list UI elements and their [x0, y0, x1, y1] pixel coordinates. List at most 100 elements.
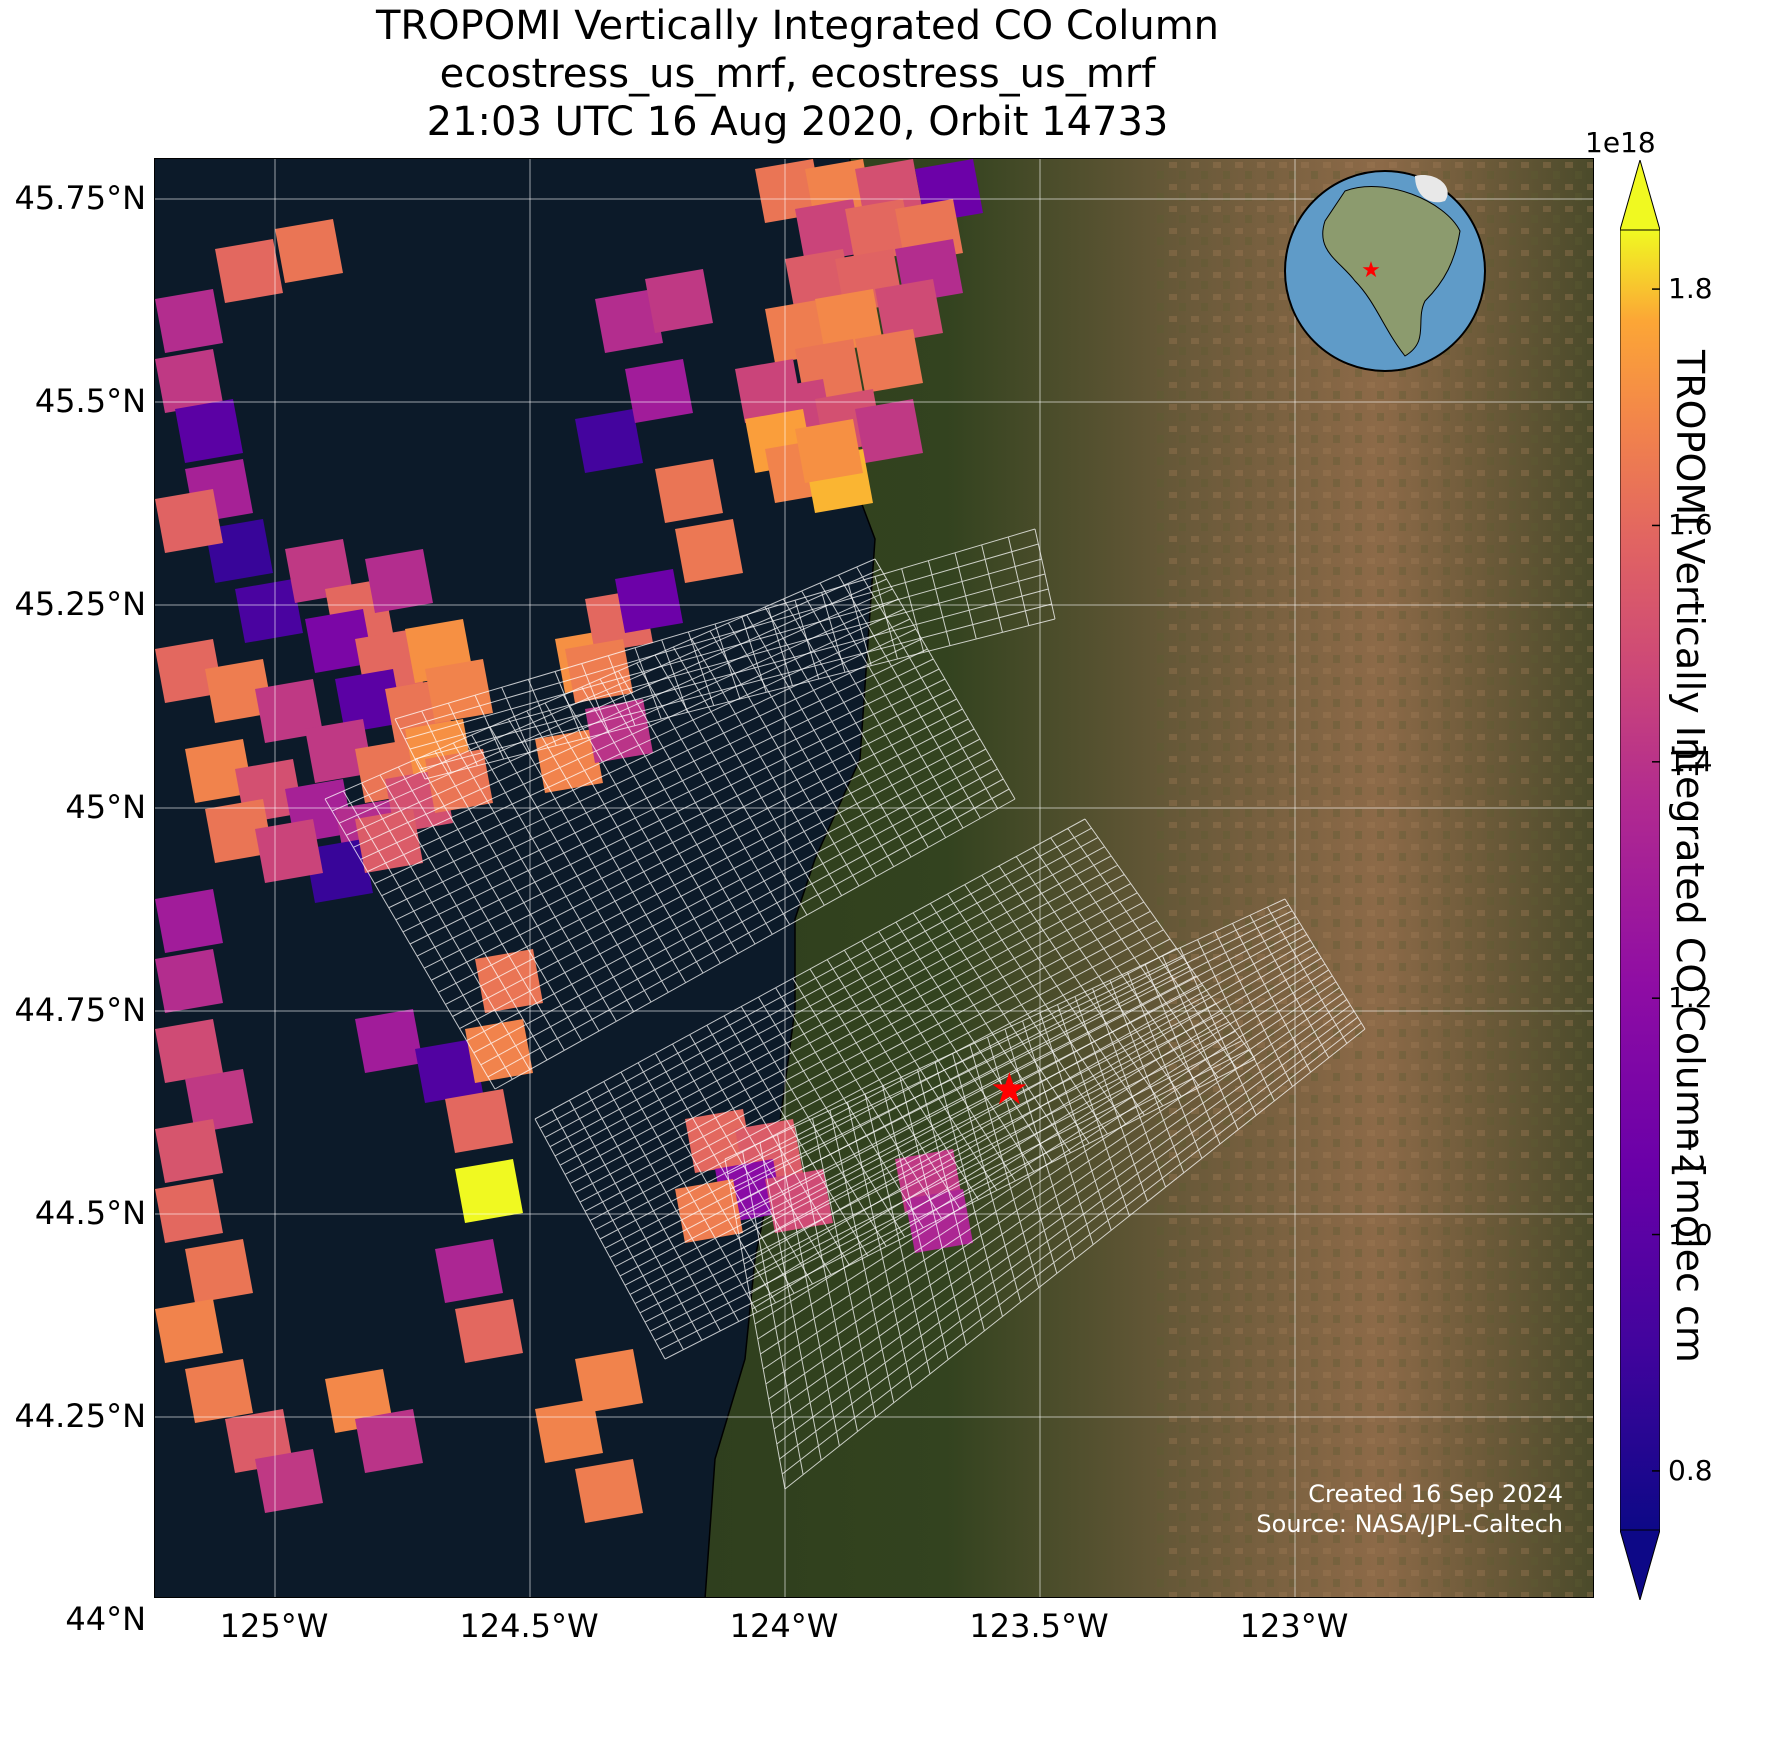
tropomi-pixel [255, 1449, 323, 1513]
tropomi-pixel [795, 419, 863, 483]
globe-land [1322, 186, 1461, 357]
tropomi-pixel [155, 949, 223, 1013]
colorbar-tick-label: 1.2 [1668, 981, 1713, 1015]
ecostress-footprint-grid [324, 528, 1366, 1490]
tropomi-pixel [185, 1359, 253, 1423]
tropomi-pixel [365, 549, 433, 613]
tropomi-pixel [155, 1119, 223, 1183]
colorbar-tick-label: 1.6 [1668, 508, 1713, 542]
tropomi-pixel [305, 839, 373, 903]
lon-tick-label: 124°W [729, 1607, 839, 1645]
tropomi-pixel [215, 239, 283, 303]
target-star-marker: ★ [990, 1064, 1029, 1115]
tropomi-pixel [205, 799, 273, 863]
tropomi-pixel [255, 679, 323, 743]
map-title-line2: ecostress_us_mrf, ecostress_us_mrf [439, 51, 1156, 97]
tropomi-pixel [455, 1159, 523, 1223]
tropomi-pixel [205, 659, 273, 723]
lon-tick-label: 124.5°W [459, 1607, 599, 1645]
locator-globe-inset: ★ [1284, 170, 1486, 372]
colorbar-tick-label: 0.8 [1668, 1453, 1713, 1487]
valley-fields [1155, 159, 1593, 1597]
graticule [155, 159, 1593, 1597]
tropomi-pixel [285, 539, 353, 603]
tropomi-pixel [155, 289, 223, 353]
colorbar-gradient [1620, 229, 1660, 1531]
tropomi-pixel [235, 579, 303, 643]
tropomi-pixel [675, 1179, 743, 1243]
tropomi-pixel [575, 1349, 643, 1413]
tropomi-pixel [815, 289, 883, 353]
tropomi-pixel [535, 1399, 603, 1463]
tropomi-pixel [455, 1299, 523, 1363]
lat-tick-label: 45.75°N [14, 179, 146, 217]
tropomi-pixel [755, 159, 823, 223]
colorbar-exponent: 1e18 [1585, 126, 1656, 159]
map-canvas: ★ ★ [155, 159, 1593, 1597]
tropomi-pixel [355, 1009, 423, 1073]
tropomi-pixel [425, 749, 493, 813]
tropomi-pixel [185, 1069, 253, 1133]
lat-tick-label: 44.75°N [14, 991, 146, 1029]
lat-tick-label: 44.25°N [14, 1397, 146, 1435]
tropomi-pixel [155, 889, 223, 953]
colorbar-extend-top [1620, 160, 1660, 231]
tropomi-pixel [335, 669, 403, 733]
ecostress-swath-mesh [394, 528, 1056, 780]
colorbar-label-end: ] [1668, 742, 1712, 758]
ecostress-swath-mesh [324, 558, 1016, 1090]
tropomi-pixel [855, 399, 923, 463]
tropomi-pixel [595, 289, 663, 353]
globe-marker: ★ [1361, 258, 1381, 283]
tropomi-pixel [155, 489, 223, 553]
lat-tick-label: 45.25°N [14, 585, 146, 623]
tropomi-pixel [855, 329, 923, 393]
lat-tick-label: 44°N [65, 1600, 146, 1638]
tropomi-pixel [175, 399, 243, 463]
ecostress-swath-mesh [724, 898, 1366, 1490]
tropomi-pixel [155, 349, 223, 413]
lat-tick-label: 45.5°N [34, 382, 146, 420]
tropomi-pixel [185, 1239, 253, 1303]
colorbar-tick-label: 1.4 [1668, 744, 1713, 778]
globe-greenland [1415, 175, 1448, 203]
tropomi-pixel [655, 459, 723, 523]
colorbar [1620, 160, 1660, 1600]
tropomi-pixel [435, 1239, 503, 1303]
tropomi-pixel [675, 519, 743, 583]
tropomi-pixel [875, 279, 943, 343]
lon-tick-label: 123.5°W [969, 1607, 1109, 1645]
tropomi-pixel [155, 1019, 223, 1083]
tropomi-pixels [155, 159, 983, 1523]
created-credit: Created 16 Sep 2024 [1308, 1480, 1563, 1508]
tropomi-pixel [575, 1459, 643, 1523]
tropomi-pixel [845, 199, 913, 263]
tropomi-pixel [155, 1179, 223, 1243]
tropomi-pixel [155, 1299, 223, 1363]
colorbar-tick-label: 1.0 [1668, 1217, 1713, 1251]
tropomi-pixel [305, 719, 373, 783]
tropomi-pixel [645, 269, 713, 333]
tropomi-pixel [535, 729, 603, 793]
map-title-line1: TROPOMI Vertically Integrated CO Column [375, 3, 1220, 49]
tropomi-pixel [615, 569, 683, 633]
tropomi-pixel [445, 1089, 513, 1153]
tropomi-pixel [415, 1039, 483, 1103]
tropomi-pixel [305, 609, 373, 673]
lat-tick-label: 44.5°N [34, 1194, 146, 1232]
tropomi-pixel [255, 819, 323, 883]
tropomi-pixel [155, 639, 223, 703]
tropomi-pixel [905, 1189, 973, 1253]
tropomi-pixel [185, 739, 253, 803]
tropomi-pixel [355, 1409, 423, 1473]
tropomi-pixel [735, 359, 803, 423]
tropomi-pixel [795, 199, 863, 263]
tropomi-pixel [355, 809, 423, 873]
map-panel[interactable]: ★ ★ Created 16 Sep 2024 Source: NASA/JPL… [154, 158, 1594, 1598]
lat-tick-label: 45°N [65, 788, 146, 826]
tropomi-pixel [575, 409, 643, 473]
tropomi-pixel [205, 519, 273, 583]
tropomi-pixel [275, 219, 343, 283]
map-title-line3: 21:03 UTC 16 Aug 2020, Orbit 14733 [426, 99, 1169, 145]
tropomi-pixel [625, 359, 693, 423]
